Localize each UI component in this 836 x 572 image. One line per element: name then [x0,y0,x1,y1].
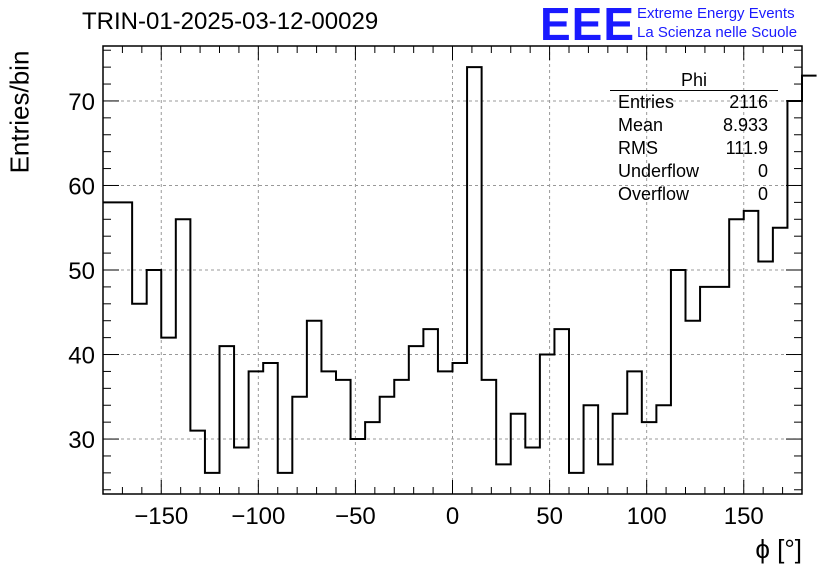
x-tick-label: 50 [536,503,563,530]
stats-value: 111.9 [725,138,768,158]
brand-line-2: La Scienza nelle Scuole [637,24,798,41]
x-tick-label: −50 [335,503,376,530]
stats-label: Entries [618,92,675,112]
chart-title: TRIN-01-2025-03-12-00029 [82,8,379,35]
histogram-line [103,66,817,474]
y-tick-label: 50 [68,258,95,285]
y-tick-label: 40 [68,343,95,370]
stats-label: Mean [618,115,664,135]
stats-box: Phi Entries 2116 Mean 8.933 RMS 111.9 Under… [610,70,778,206]
eee-logo: EEE [540,0,636,50]
stats-value: 0 [757,161,768,181]
stats-row-mean: Mean 8.933 [610,114,778,137]
y-tick-label: 70 [68,89,95,116]
stats-label: Underflow [618,161,700,181]
y-tick-label: 60 [68,173,95,200]
stats-row-underflow: Underflow 0 [610,160,778,183]
stats-label: Overflow [618,184,690,204]
y-tick-label: 30 [68,427,95,454]
stats-value: 2116 [729,92,768,112]
stats-box-title: Phi [610,70,778,91]
brand-text: Extreme Energy Events La Scienza nelle S… [637,4,797,42]
y-axis-label: Entries/bin [4,50,35,174]
stats-value: 0 [757,184,768,204]
x-tick-label: −100 [231,503,285,530]
stats-row-entries: Entries 2116 [610,91,778,114]
x-tick-label: 150 [724,503,764,530]
stats-row-overflow: Overflow 0 [610,183,778,206]
plot-frame [102,45,803,495]
x-tick-label: −150 [134,503,188,530]
x-axis-label: ϕ [°] [755,534,802,564]
brand-line-1: Extreme Energy Events [637,5,795,22]
x-tick-label: 100 [627,503,667,530]
stats-label: RMS [618,138,658,158]
x-tick-label: 0 [446,503,459,530]
stats-row-rms: RMS 111.9 [610,137,778,160]
stats-value: 8.933 [722,115,768,135]
